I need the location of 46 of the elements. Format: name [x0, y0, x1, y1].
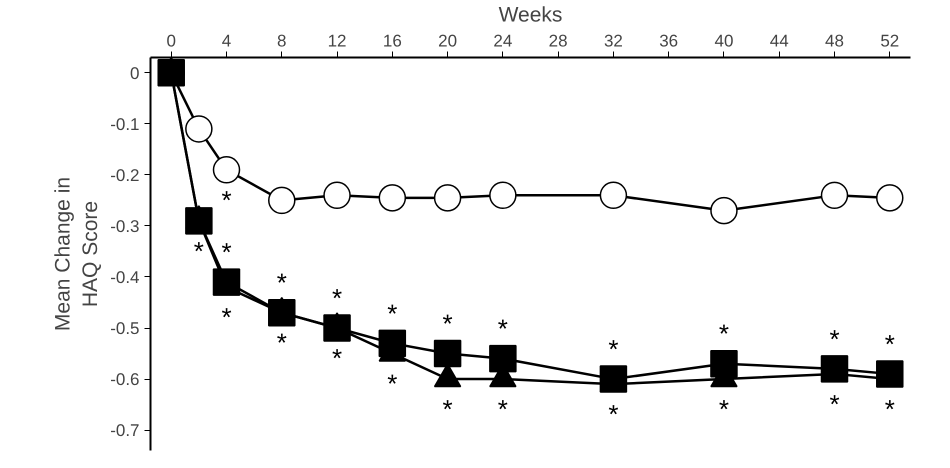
y-tick-label: -0.6: [110, 370, 140, 390]
x-tick-label: 44: [770, 32, 789, 50]
x-axis-title: Weeks: [498, 4, 562, 26]
annotation: *: [498, 314, 508, 344]
annotation: *: [884, 394, 895, 424]
x-tick-label: 36: [659, 32, 678, 50]
y-tick-label: -0.4: [110, 268, 140, 287]
x-tick-label: 52: [880, 32, 900, 50]
annotation: *: [276, 268, 287, 298]
annotation: *: [387, 298, 398, 328]
annotation: *: [221, 237, 232, 268]
y-tick-label: -0.2: [110, 166, 140, 185]
x-tick-label: 24: [493, 32, 512, 50]
y-tick-label: -0.1: [110, 114, 140, 134]
annotation: *: [608, 334, 618, 364]
x-tick-label: 16: [382, 32, 402, 50]
annotation: *: [442, 394, 453, 424]
annotation: *: [829, 324, 840, 354]
annotation: *: [387, 368, 398, 399]
x-tick-label: 12: [328, 32, 347, 50]
annotation: *: [221, 184, 232, 215]
x-tick-label: 28: [548, 32, 568, 50]
annotation: *: [884, 328, 895, 359]
annotation: *: [718, 394, 730, 424]
y-tick-label: 0: [130, 64, 140, 83]
annotation: *: [194, 236, 204, 266]
y-tick-label: -0.3: [110, 216, 140, 236]
x-tick-label: 48: [825, 32, 844, 50]
x-tick-label: 32: [604, 32, 623, 50]
y-tick-label: -0.7: [110, 421, 140, 440]
x-tick-label: 8: [277, 32, 287, 50]
x-tick-label: 20: [438, 32, 458, 50]
annotation: *: [608, 399, 618, 430]
x-tick-label: 40: [714, 32, 734, 50]
annotation: *: [442, 308, 453, 339]
annotation: *: [276, 328, 287, 358]
annotation: *: [332, 283, 342, 314]
annotation: *: [332, 343, 342, 374]
x-tick-label: 0: [166, 32, 176, 50]
annotation: *: [718, 318, 730, 349]
y-axis-title: Mean Change in HAQ Score: [52, 176, 102, 332]
annotation: *: [498, 394, 508, 424]
y-tick-label: -0.5: [110, 319, 140, 338]
x-tick-label: 4: [222, 32, 232, 50]
annotation: *: [221, 302, 232, 332]
annotation: *: [829, 388, 840, 419]
